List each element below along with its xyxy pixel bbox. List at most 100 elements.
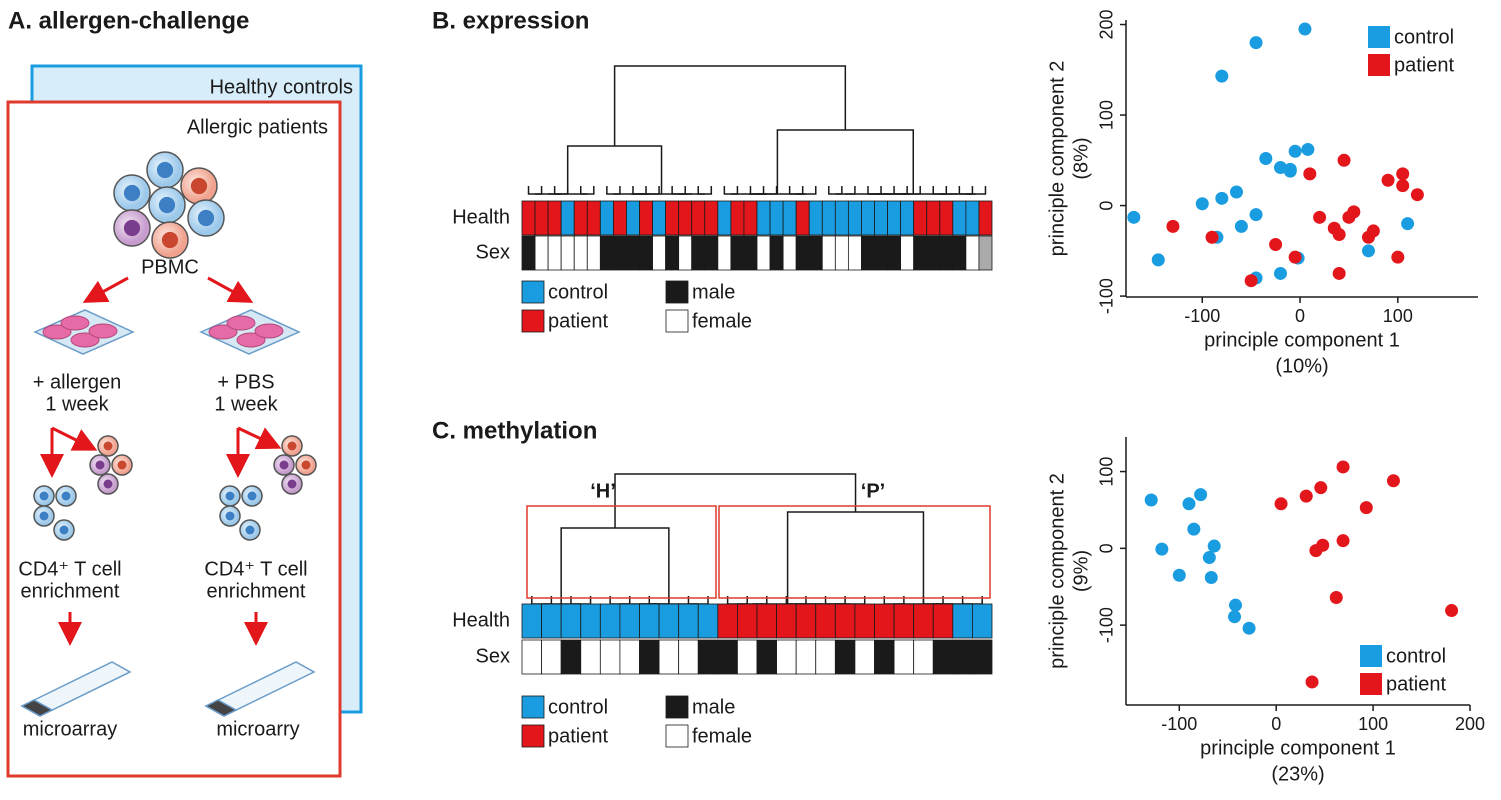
step: CD4⁺ T cell [18, 558, 121, 580]
point [1359, 501, 1373, 515]
sex-cell [737, 639, 758, 675]
sex-cell [599, 639, 621, 675]
sex-cell [560, 235, 575, 271]
y-tick-label: 200 [1097, 10, 1117, 40]
health-cell [887, 200, 902, 236]
health-cell [704, 200, 719, 236]
health-cell [972, 603, 993, 639]
health-cell [874, 200, 888, 236]
point [1401, 217, 1415, 231]
dendrogram-branch [883, 596, 905, 605]
point [1337, 153, 1351, 167]
point [1127, 210, 1141, 224]
treatment: + PBS [217, 371, 274, 393]
sex-cell [658, 639, 680, 675]
nucleus [156, 161, 174, 179]
sex-cell [834, 235, 849, 271]
sex-cell [717, 235, 732, 271]
dendrogram-branch [639, 186, 660, 195]
sex-cell [652, 235, 667, 271]
health-cell [521, 200, 536, 236]
y-tick-label: -100 [1097, 278, 1117, 314]
health-cell [534, 200, 549, 236]
legend-label: patient [548, 310, 608, 332]
culture-plates [33, 309, 301, 355]
duration: 1 week [214, 393, 278, 415]
row-label: Health [452, 609, 510, 631]
legend-label: patient [1386, 673, 1446, 695]
nucleus [225, 491, 235, 501]
dendrogram-branch [553, 186, 569, 195]
point [1283, 162, 1297, 176]
sex-cell [521, 639, 542, 675]
x-tick-label: 200 [1455, 714, 1485, 734]
health-cell [834, 603, 856, 639]
sex-cell [534, 235, 549, 271]
x-tick-label: 100 [1383, 306, 1413, 326]
point [1215, 69, 1229, 83]
y-tick-label: -100 [1097, 607, 1117, 643]
dendrogram-branch [824, 596, 846, 605]
y-axis-label: principle component 2 [1046, 61, 1068, 257]
sex-cell [639, 639, 660, 675]
health-cell [776, 603, 797, 639]
legend-label: patient [1394, 54, 1454, 76]
legend-swatch [521, 695, 545, 719]
point [1396, 179, 1410, 193]
health-cell [521, 603, 542, 639]
nucleus [103, 479, 113, 489]
cluster-box [526, 505, 717, 599]
legend-label: female [692, 725, 752, 747]
point [1215, 191, 1229, 205]
y-axis-label: (8%) [1070, 137, 1092, 179]
sex-cell [952, 235, 967, 271]
sex-cell [952, 639, 973, 675]
well [70, 332, 100, 348]
sex-cell [782, 235, 797, 271]
health-cell [626, 200, 640, 236]
box-label: Healthy controls [210, 76, 353, 98]
sex-cell [639, 235, 653, 271]
sex-cell [586, 235, 601, 271]
health-cell [861, 200, 875, 236]
point [1182, 497, 1196, 511]
point [1229, 185, 1243, 199]
point [1305, 675, 1319, 689]
point [1194, 488, 1208, 502]
point [1274, 497, 1288, 511]
sex-cell [678, 639, 699, 675]
point [1386, 474, 1400, 488]
x-axis-label: (10%) [1275, 355, 1328, 377]
cluster-box [718, 505, 991, 599]
point [1314, 481, 1328, 495]
health-cell [965, 200, 980, 236]
nucleus [103, 441, 113, 451]
nucleus [287, 479, 297, 489]
sex-cell [612, 235, 627, 271]
legend-swatch [665, 280, 689, 304]
y-tick-label: 100 [1097, 457, 1117, 487]
dendrogram-branch [835, 596, 866, 605]
sex-cell [730, 235, 745, 271]
dendrogram-branch [609, 596, 631, 605]
sex-cell [926, 235, 941, 271]
health-cell [541, 603, 562, 639]
point [1155, 542, 1169, 556]
health-cell [691, 200, 706, 236]
point [1195, 197, 1209, 211]
x-tick-label: 0 [1295, 306, 1305, 326]
panel-title: B. expression [432, 7, 589, 34]
sex-cell [795, 235, 810, 271]
treatment: + allergen [33, 371, 121, 393]
health-cell [665, 200, 680, 236]
assay: microarray [23, 718, 117, 740]
sex-cell [874, 235, 888, 271]
dendrogram-branch [566, 145, 663, 194]
point [1313, 210, 1327, 224]
dendrogram-branch [965, 186, 987, 195]
health-cell [939, 200, 954, 236]
sex-cell [834, 639, 856, 675]
point [1207, 539, 1221, 553]
point [1249, 208, 1263, 222]
step: CD4⁺ T cell [204, 558, 307, 580]
